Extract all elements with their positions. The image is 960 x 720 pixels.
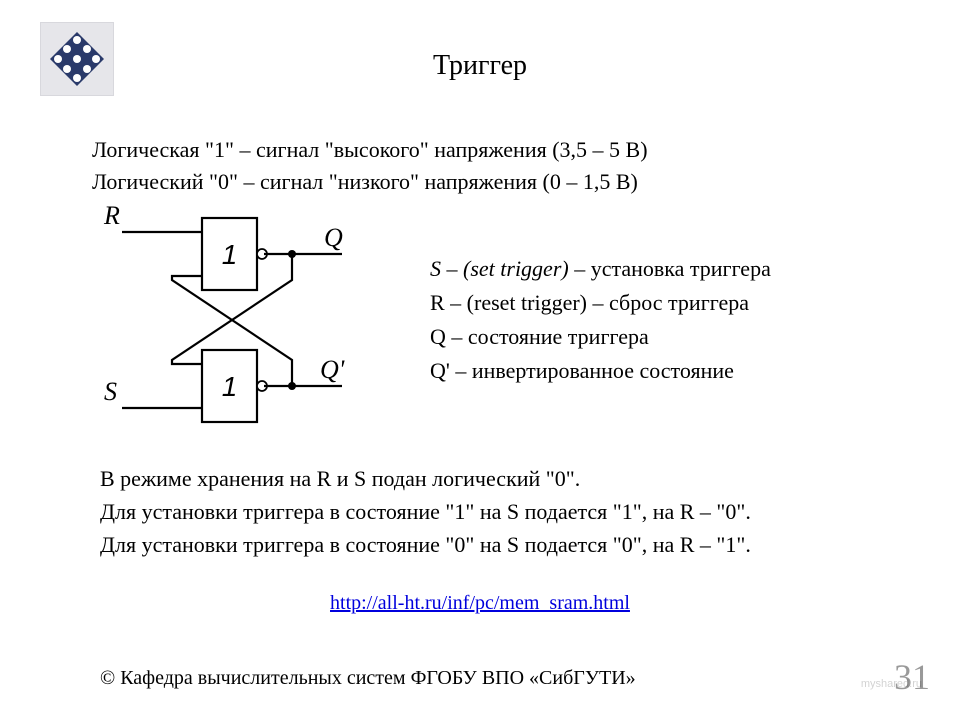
copyright-text: © Кафедра вычислительных систем ФГОБУ ВП… [100,667,636,690]
logic-level-definitions: Логическая "1" – сигнал "высокого" напря… [92,134,648,198]
page-number: 31 [894,656,930,698]
signal-qprime: Q' – инвертированное состояние [430,354,771,388]
reference-link-container: http://all-ht.ru/inf/pc/mem_sram.html [0,592,960,615]
storage-line-3: Для установки триггера в состояние "0" н… [100,528,751,561]
signal-r: R – (reset trigger) – сброс триггера [430,286,771,320]
svg-text:R: R [103,201,120,230]
reference-link[interactable]: http://all-ht.ru/inf/pc/mem_sram.html [330,592,630,614]
slide-title: Триггер [0,50,960,82]
svg-text:Q: Q [324,223,343,252]
svg-text:1: 1 [222,371,238,402]
svg-text:Q': Q' [320,355,345,384]
definition-logic-1: Логическая "1" – сигнал "высокого" напря… [92,134,648,166]
signal-s: S – (set trigger) – установка триггера [430,252,771,286]
signal-q: Q – состояние триггера [430,320,771,354]
watermark-text: myshared.ru [861,678,922,690]
storage-line-1: В режиме хранения на R и S подан логичес… [100,462,751,495]
signal-descriptions: S – (set trigger) – установка триггера R… [430,252,771,388]
rs-trigger-diagram: 1 1 R S Q Q' [92,200,392,450]
definition-logic-0: Логический "0" – сигнал "низкого" напряж… [92,166,648,198]
storage-mode-text: В режиме хранения на R и S подан логичес… [100,462,751,561]
svg-text:S: S [104,377,117,406]
svg-text:1: 1 [222,239,238,270]
storage-line-2: Для установки триггера в состояние "1" н… [100,495,751,528]
